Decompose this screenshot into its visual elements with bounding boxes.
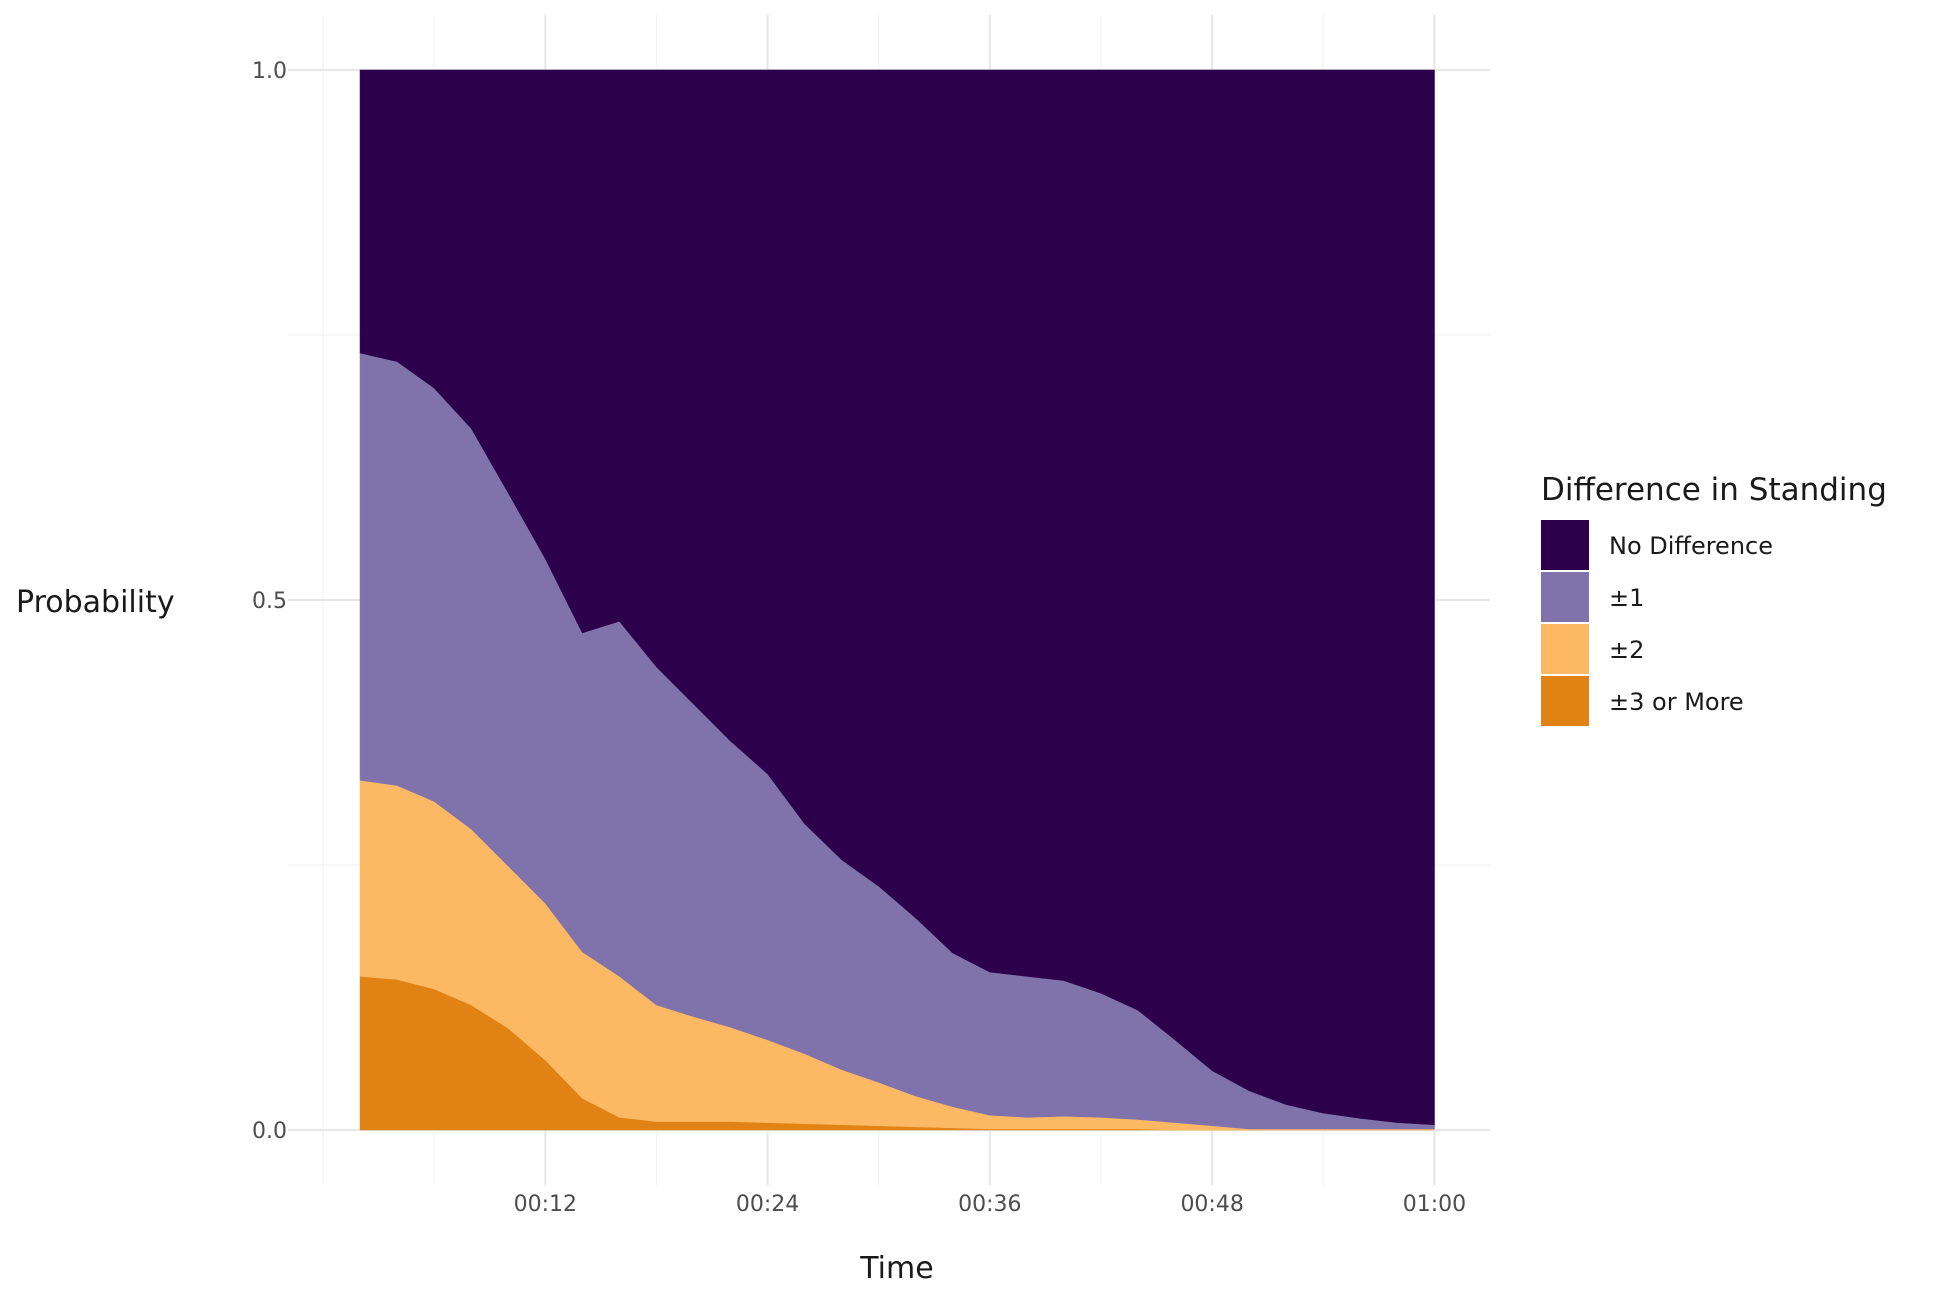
x-tick-label: 00:36	[958, 1192, 1021, 1217]
legend-key-label: ±2	[1609, 636, 1644, 664]
x-tick-label: 00:24	[736, 1192, 799, 1217]
legend-key-swatch	[1541, 520, 1589, 570]
area-layer	[359, 69, 1435, 1131]
area-series-no-difference	[359, 69, 1435, 1126]
x-tick-label: 00:48	[1180, 1192, 1243, 1217]
y-tick-label: 0.5	[252, 589, 287, 614]
legend-key-swatch	[1541, 624, 1589, 674]
legend-key-label: ±3 or More	[1609, 688, 1744, 716]
legend: Difference in Standing No Difference ±1 ±2…	[1541, 472, 1887, 726]
legend-key-swatch	[1541, 676, 1589, 726]
x-tick-label: 00:12	[514, 1192, 577, 1217]
legend-key-label: No Difference	[1609, 532, 1773, 560]
legend-title: Difference in Standing	[1541, 472, 1887, 508]
y-axis-title: Probability	[16, 585, 175, 620]
x-axis-title: Time	[859, 1251, 933, 1286]
axis-layer: Time Probability 00:12 00:24 00:36 00:48 01:…	[16, 59, 1466, 1286]
legend-key-label: ±1	[1609, 584, 1644, 612]
x-tick-label: 01:00	[1403, 1192, 1466, 1217]
y-tick-label: 0.0	[252, 1119, 287, 1144]
y-tick-label: 1.0	[252, 59, 287, 84]
legend-key-swatch	[1541, 572, 1589, 622]
